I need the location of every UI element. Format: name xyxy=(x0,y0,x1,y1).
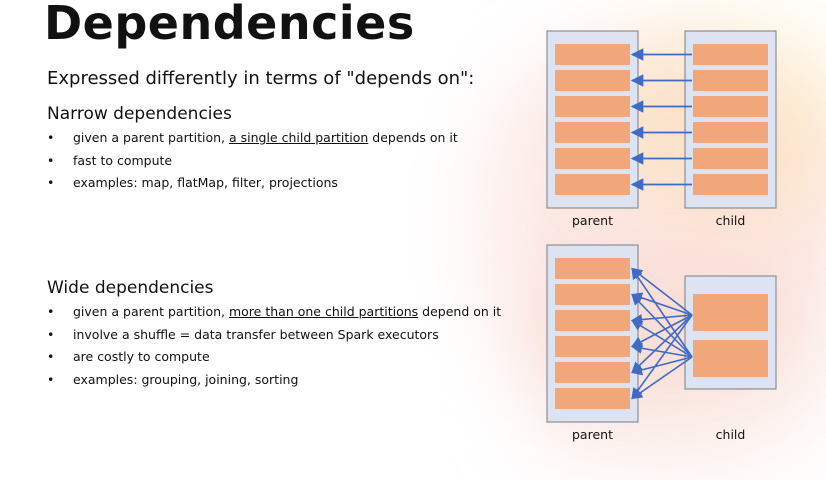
bullet-text: are costly to compute xyxy=(73,349,210,364)
narrow-bullet-list: given a parent partition, a single child… xyxy=(47,127,458,195)
bullet-emphasis: a single child partition xyxy=(228,130,369,145)
narrow-bullet: examples: map, flatMap, filter, projecti… xyxy=(47,172,458,195)
child-partition xyxy=(693,44,768,65)
slide-subtitle: Expressed differently in terms of "depen… xyxy=(47,68,475,89)
wide-heading: Wide dependencies xyxy=(47,278,214,298)
bullet-emphasis: more than one child partitions xyxy=(228,304,419,319)
wide-bullet: are costly to compute xyxy=(47,346,501,369)
bullet-text: fast to compute xyxy=(73,152,173,168)
parent-partition xyxy=(555,362,630,383)
child-partition xyxy=(693,70,768,91)
parent-partition xyxy=(555,122,630,143)
dependency-arrow xyxy=(630,356,693,376)
bullet-text: examples: map, flatMap, filter, projecti… xyxy=(73,175,338,190)
dependency-arrow xyxy=(630,342,693,358)
narrow-diagram: parent child xyxy=(546,30,777,228)
child-partition xyxy=(693,294,768,331)
bullet-text: involve a shuffle = data transfer betwee… xyxy=(73,326,439,342)
parent-partition xyxy=(555,96,630,117)
parent-partition xyxy=(555,388,630,409)
parent-partition xyxy=(555,310,630,331)
parent-label: parent xyxy=(572,427,613,442)
parent-partition xyxy=(555,70,630,91)
dependency-arrow xyxy=(631,267,693,316)
dependency-arrow xyxy=(631,314,693,374)
slide-title: Dependencies xyxy=(44,0,415,50)
wide-diagram: parent child xyxy=(546,244,777,442)
parent-partition xyxy=(555,258,630,279)
dependency-arrow xyxy=(631,267,693,358)
narrow-heading: Narrow dependencies xyxy=(47,104,232,124)
child-label: child xyxy=(716,213,746,228)
dependency-arrow xyxy=(631,356,693,400)
parent-partition xyxy=(555,44,630,65)
child-partition xyxy=(693,340,768,377)
bullet-text: given a parent partition, xyxy=(73,130,229,145)
parent-partition xyxy=(555,148,630,169)
narrow-bullet: given a parent partition, a single child… xyxy=(47,127,458,150)
bullet-text: given a parent partition, xyxy=(73,304,229,319)
bullet-text: depends on it xyxy=(368,130,458,145)
wide-bullet: involve a shuffle = data transfer betwee… xyxy=(47,324,501,347)
wide-bullet: examples: grouping, joining, sorting xyxy=(47,369,501,392)
bullet-text: examples: grouping, joining, sorting xyxy=(73,371,299,387)
dependency-arrow xyxy=(631,319,693,358)
child-partition xyxy=(693,148,768,169)
wide-bullet: given a parent partition, more than one … xyxy=(47,301,501,324)
wide-bullet-list: given a parent partition, more than one … xyxy=(47,301,501,391)
parent-partition xyxy=(555,174,630,195)
dependency-arrow xyxy=(631,314,693,400)
narrow-bullet: fast to compute xyxy=(47,150,458,173)
dependency-arrow xyxy=(631,314,693,348)
child-partition xyxy=(693,174,768,195)
parent-label: parent xyxy=(572,213,613,228)
parent-partition xyxy=(555,284,630,305)
dependency-arrow xyxy=(631,293,693,358)
dependency-diagrams: parent child parent child xyxy=(546,30,777,442)
parent-partition xyxy=(555,336,630,357)
bullet-text: depend on it xyxy=(418,304,502,319)
child-partition xyxy=(693,96,768,117)
dependency-arrow xyxy=(630,314,693,326)
child-partition xyxy=(693,122,768,143)
child-label: child xyxy=(716,427,746,442)
